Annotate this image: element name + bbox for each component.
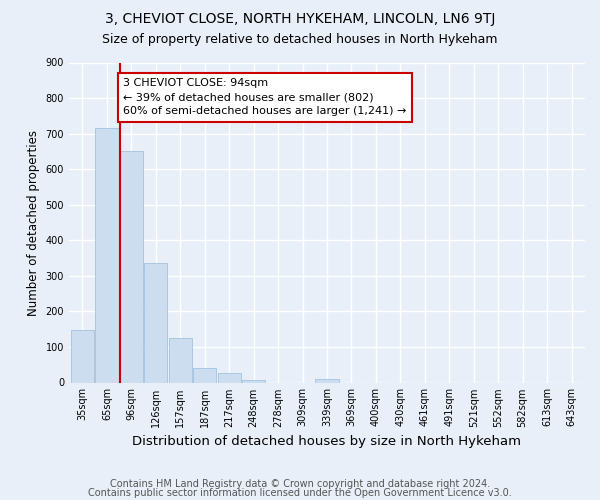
X-axis label: Distribution of detached houses by size in North Hykeham: Distribution of detached houses by size … <box>133 435 521 448</box>
Bar <box>71 330 94 382</box>
Bar <box>120 151 143 382</box>
Bar <box>95 128 119 382</box>
Bar <box>218 372 241 382</box>
Bar <box>144 263 167 382</box>
Bar <box>242 380 265 382</box>
Y-axis label: Number of detached properties: Number of detached properties <box>27 130 40 316</box>
Text: Contains public sector information licensed under the Open Government Licence v3: Contains public sector information licen… <box>88 488 512 498</box>
Text: Size of property relative to detached houses in North Hykeham: Size of property relative to detached ho… <box>102 32 498 46</box>
Text: 3, CHEVIOT CLOSE, NORTH HYKEHAM, LINCOLN, LN6 9TJ: 3, CHEVIOT CLOSE, NORTH HYKEHAM, LINCOLN… <box>105 12 495 26</box>
Text: Contains HM Land Registry data © Crown copyright and database right 2024.: Contains HM Land Registry data © Crown c… <box>110 479 490 489</box>
Bar <box>169 338 192 382</box>
Text: 3 CHEVIOT CLOSE: 94sqm
← 39% of detached houses are smaller (802)
60% of semi-de: 3 CHEVIOT CLOSE: 94sqm ← 39% of detached… <box>124 78 407 116</box>
Bar <box>193 368 217 382</box>
Bar <box>316 379 338 382</box>
